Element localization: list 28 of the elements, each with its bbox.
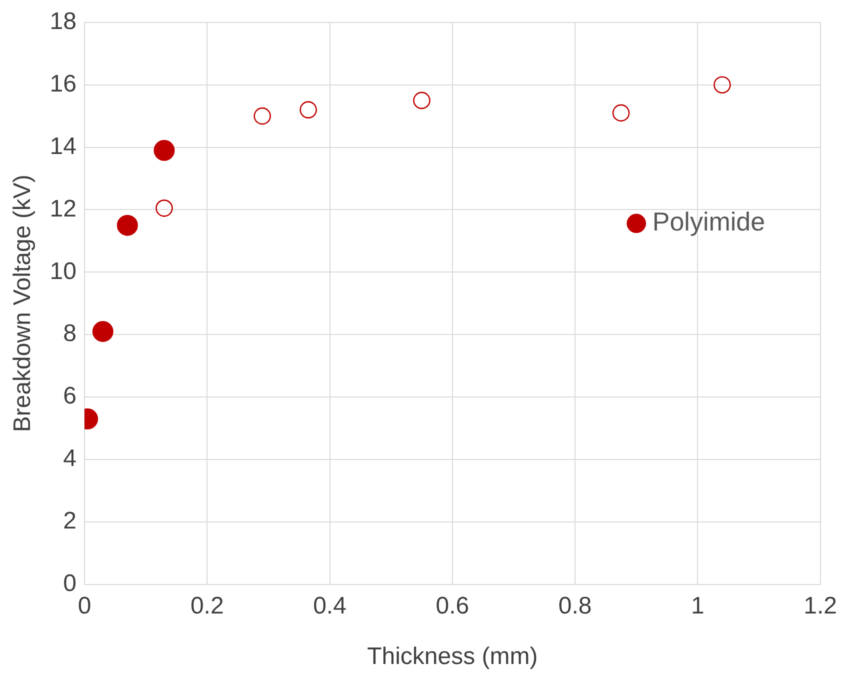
legend-label: Polyimide — [652, 206, 766, 237]
x-axis-title: Thickness (mm) — [367, 643, 538, 670]
y-tick-label: 16 — [50, 70, 76, 98]
point — [413, 92, 430, 110]
y-tick-label: 8 — [63, 320, 76, 348]
y-tick-label: 4 — [63, 445, 76, 472]
y-tick-label: 6 — [63, 382, 76, 410]
point — [154, 140, 175, 161]
point — [156, 200, 173, 217]
y-tick-label: 2 — [63, 508, 76, 535]
point — [300, 101, 317, 118]
x-tick-label: 0.8 — [558, 592, 592, 620]
y-tick-label: 10 — [50, 258, 76, 285]
point — [116, 214, 138, 236]
y-tick-label: 18 — [50, 8, 76, 36]
point — [92, 321, 114, 342]
x-tick-label: 1.2 — [804, 592, 838, 620]
point — [254, 107, 271, 125]
y-tick-label: 0 — [63, 570, 76, 598]
y-axis-title: Breakdown Voltage (kV) — [9, 174, 36, 432]
x-tick-label: 0.6 — [436, 592, 470, 620]
point — [612, 104, 630, 122]
point — [714, 76, 731, 94]
y-tick-label: 14 — [50, 132, 76, 160]
y-tick-label: 12 — [50, 195, 76, 222]
x-tick-label: 0.4 — [313, 592, 346, 620]
x-tick-label: 0.2 — [190, 592, 224, 620]
x-tick-label: 1 — [691, 592, 704, 620]
